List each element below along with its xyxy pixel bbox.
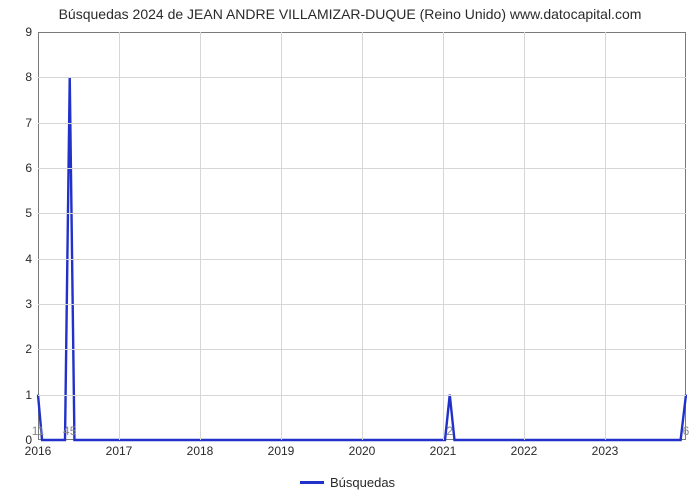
grid-line-v — [119, 32, 120, 440]
inner-tick-label: 6 — [683, 424, 690, 438]
y-tick-label: 6 — [25, 161, 32, 175]
y-tick-label: 9 — [25, 25, 32, 39]
legend-swatch — [300, 481, 324, 484]
y-tick-label: 5 — [25, 206, 32, 220]
grid-line-v — [200, 32, 201, 440]
legend: Búsquedas — [300, 475, 395, 490]
y-tick-label: 1 — [25, 388, 32, 402]
legend-label: Búsquedas — [330, 475, 395, 490]
y-tick-label: 7 — [25, 116, 32, 130]
inner-tick-label: 11 — [32, 424, 44, 438]
chart-title: Búsquedas 2024 de JEAN ANDRE VILLAMIZAR-… — [0, 6, 700, 22]
x-tick-label: 2023 — [592, 444, 619, 458]
x-tick-label: 2020 — [349, 444, 376, 458]
x-tick-label: 2022 — [511, 444, 538, 458]
y-tick-label: 8 — [25, 70, 32, 84]
grid-line-v — [605, 32, 606, 440]
grid-line-v — [362, 32, 363, 440]
x-tick-label: 2019 — [268, 444, 295, 458]
x-tick-label: 2017 — [106, 444, 133, 458]
y-tick-label: 3 — [25, 297, 32, 311]
grid-line-v — [443, 32, 444, 440]
grid-line-v — [524, 32, 525, 440]
x-tick-label: 2021 — [430, 444, 457, 458]
inner-tick-label: 45 — [63, 424, 76, 438]
grid-line-v — [281, 32, 282, 440]
x-tick-label: 2016 — [25, 444, 52, 458]
plot-area: 0123456789201620172018201920202021202220… — [38, 32, 686, 440]
inner-tick-label: 2 — [446, 424, 453, 438]
y-tick-label: 4 — [25, 252, 32, 266]
x-tick-label: 2018 — [187, 444, 214, 458]
y-tick-label: 2 — [25, 342, 32, 356]
